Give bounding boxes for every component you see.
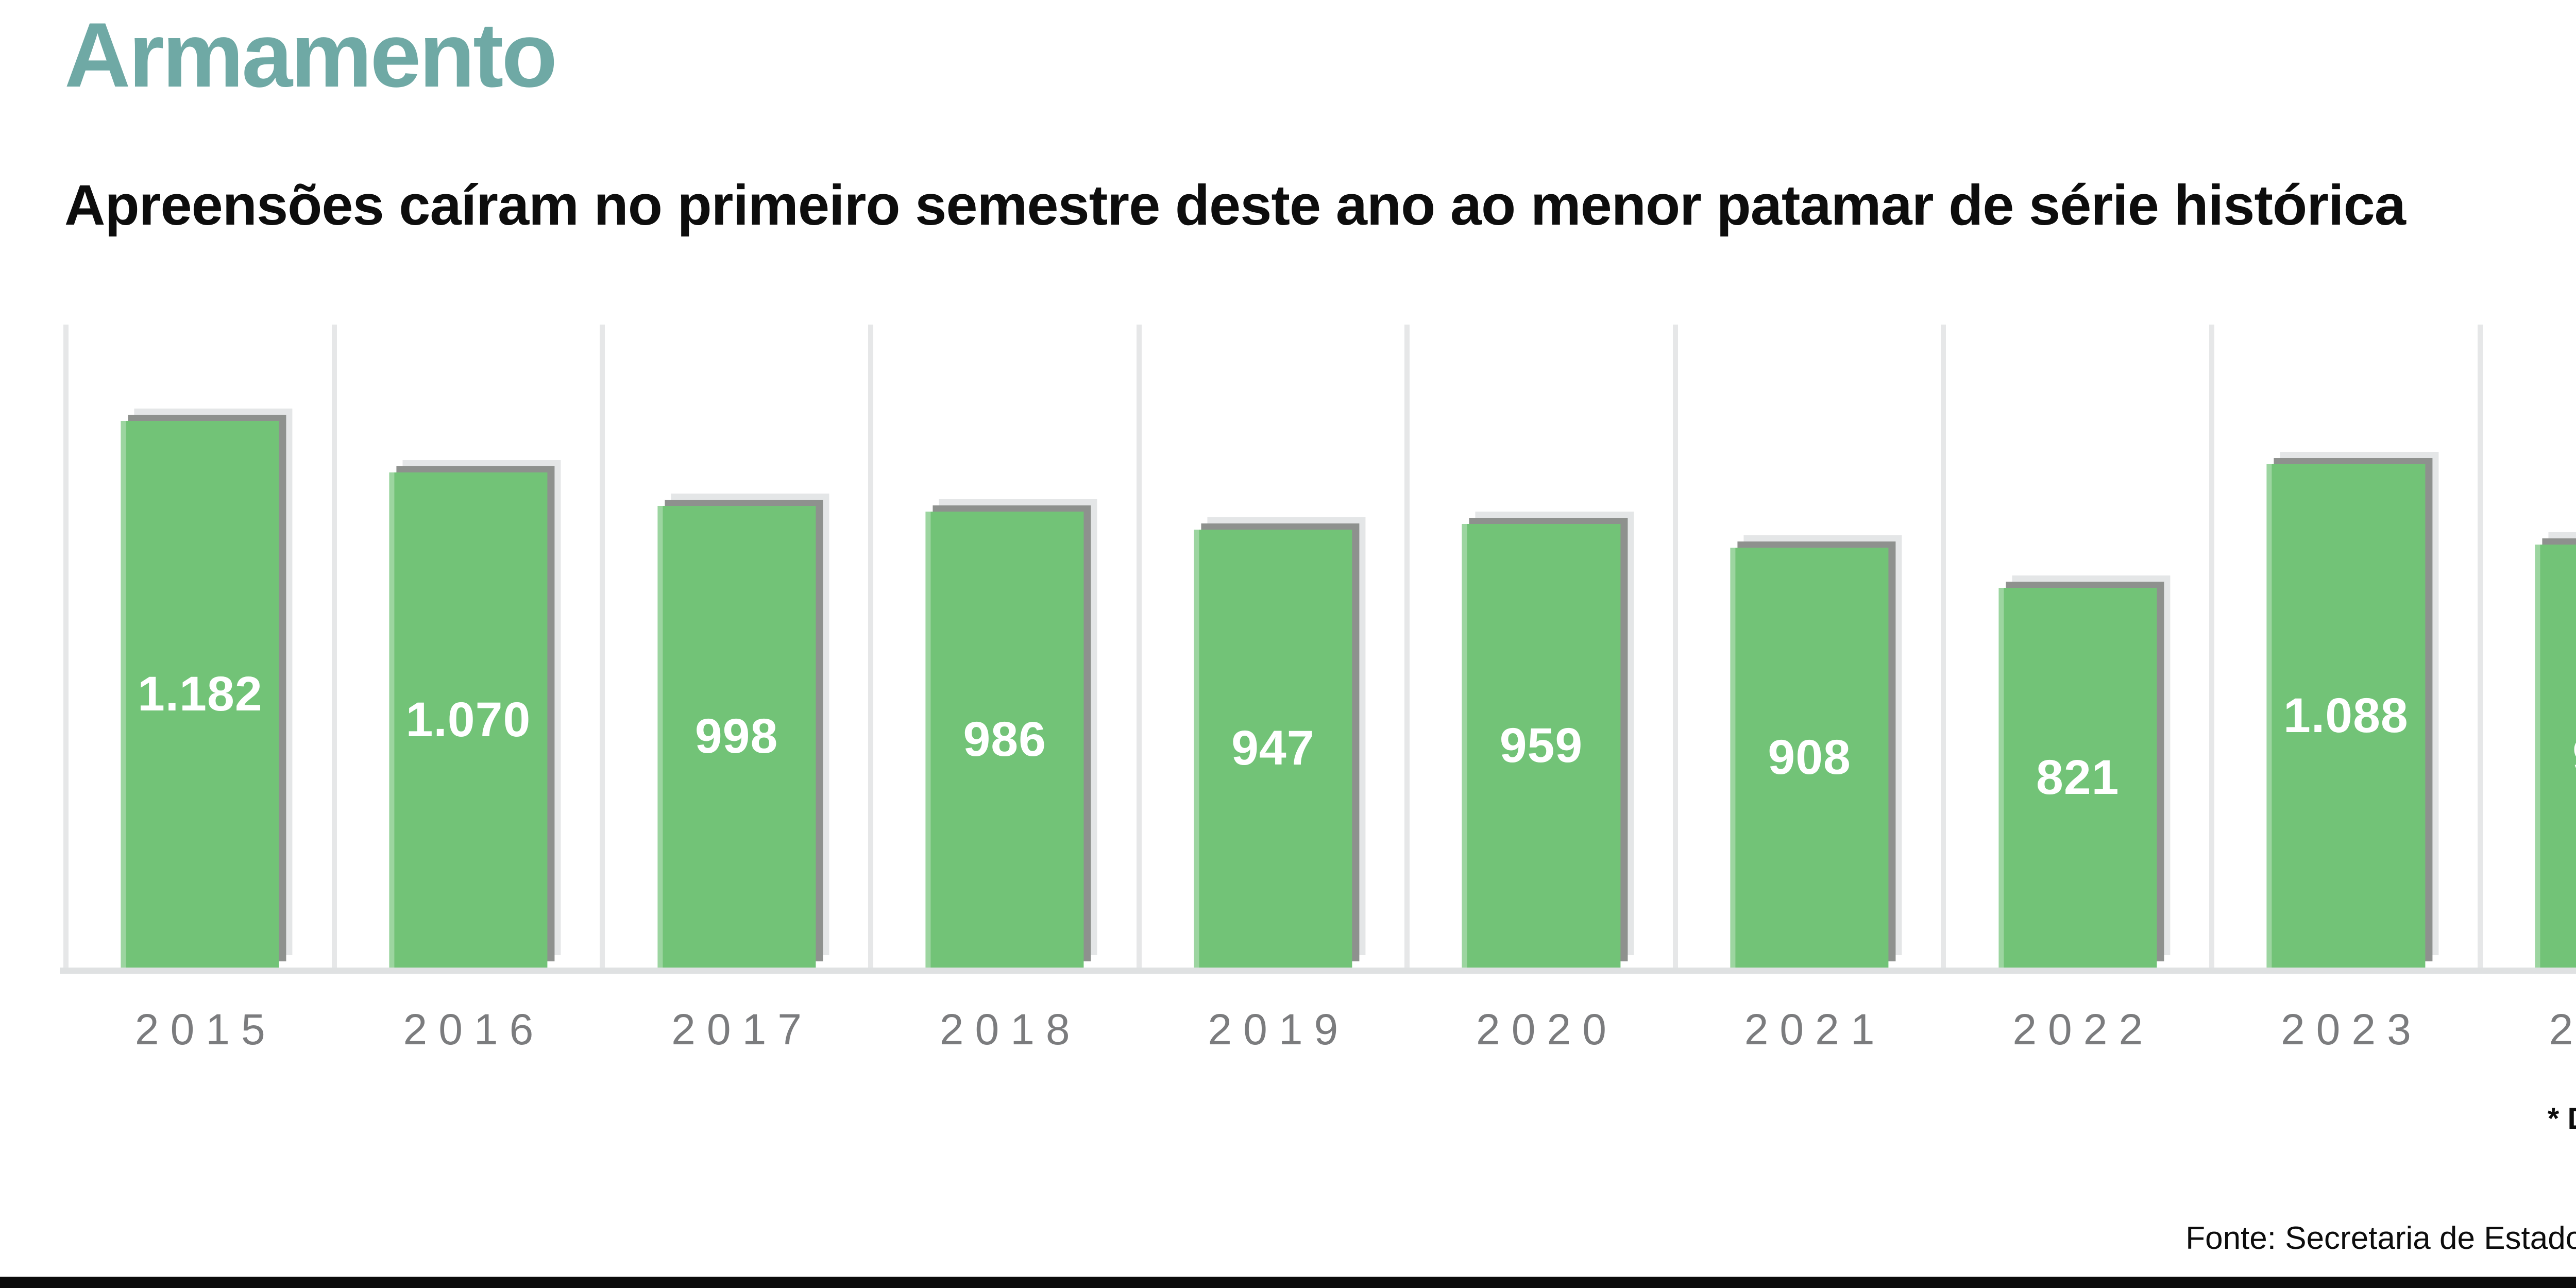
chart-column: 998 2017 xyxy=(602,325,871,1054)
bar-value-label: 914 xyxy=(2572,728,2576,784)
x-axis-tick-label: 2024 xyxy=(2549,1005,2576,1054)
bar-value-label: 821 xyxy=(2036,750,2120,805)
bar-value-label: 908 xyxy=(1768,730,1851,785)
chart-column: 947 2019 xyxy=(1139,325,1408,1054)
bar-2017: 998 xyxy=(657,505,816,968)
vertical-gridline xyxy=(868,325,873,968)
bar-2016: 1.070 xyxy=(389,472,548,968)
bar-chart-plot-area: 1.182 2015 1.070 2016 998 2017 986 2018 947 2019 9… xyxy=(60,325,2576,1054)
chart-footnote: * Dados até a tarde de ontem. xyxy=(2547,1102,2576,1136)
chart-column: 959 2020 xyxy=(1407,325,1675,1054)
vertical-gridline xyxy=(63,325,69,968)
bar-value-label: 959 xyxy=(1499,718,1583,773)
vertical-gridline xyxy=(331,325,337,968)
x-axis-tick-label: 2019 xyxy=(1208,1005,1350,1054)
bottom-divider xyxy=(0,1277,2576,1288)
chart-column: 1.182 2015 xyxy=(66,325,334,1054)
bar-value-label: 998 xyxy=(694,709,778,764)
chart-column: 1.088 2023 xyxy=(2212,325,2480,1054)
vertical-gridline xyxy=(600,325,605,968)
chart-source: Fonte: Secretaria de Estado de Justiça e… xyxy=(2185,1221,2576,1256)
vertical-gridline xyxy=(2477,325,2483,968)
vertical-gridline xyxy=(1941,325,1946,968)
chart-column: 986 2018 xyxy=(871,325,1139,1054)
x-axis-tick-label: 2020 xyxy=(1476,1005,1618,1054)
chart-column: 821 2022 xyxy=(1943,325,2212,1054)
bar-value-label: 1.182 xyxy=(137,666,263,721)
bar-2020: 959 xyxy=(1462,523,1621,968)
chart-column: 908 2021 xyxy=(1675,325,1944,1054)
vertical-gridline xyxy=(2209,325,2215,968)
bar-value-label: 986 xyxy=(963,711,1046,767)
x-axis-tick-label: 2017 xyxy=(671,1005,814,1054)
bar-2015: 1.182 xyxy=(121,420,279,968)
x-axis-tick-label: 2022 xyxy=(2012,1005,2155,1054)
bar-value-label: 1.070 xyxy=(405,692,531,748)
x-axis-baseline xyxy=(60,968,2576,974)
vertical-gridline xyxy=(1672,325,1678,968)
page-title: Armamento xyxy=(64,4,557,106)
x-axis-tick-label: 2023 xyxy=(2280,1005,2422,1054)
x-axis-tick-label: 2015 xyxy=(134,1005,277,1054)
bar-2019: 947 xyxy=(1194,529,1352,968)
vertical-gridline xyxy=(1136,325,1142,968)
bar-2022: 821 xyxy=(1998,587,2157,968)
chart-column: 914 2024 xyxy=(2480,325,2576,1054)
bar-2024: 914 xyxy=(2535,545,2576,968)
page-subtitle: Apreensões caíram no primeiro semestre d… xyxy=(64,174,2406,237)
chart-column: 1.070 2016 xyxy=(334,325,603,1054)
x-axis-tick-label: 2018 xyxy=(939,1005,1081,1054)
bar-2023: 1.088 xyxy=(2266,464,2425,968)
x-axis-tick-label: 2016 xyxy=(403,1005,545,1054)
bar-2018: 986 xyxy=(925,511,1084,968)
bar-value-label: 1.088 xyxy=(2283,688,2409,743)
vertical-gridline xyxy=(1404,325,1410,968)
bar-value-label: 947 xyxy=(1231,721,1315,776)
x-axis-tick-label: 2021 xyxy=(1744,1005,1886,1054)
bar-2021: 908 xyxy=(1730,547,1889,968)
